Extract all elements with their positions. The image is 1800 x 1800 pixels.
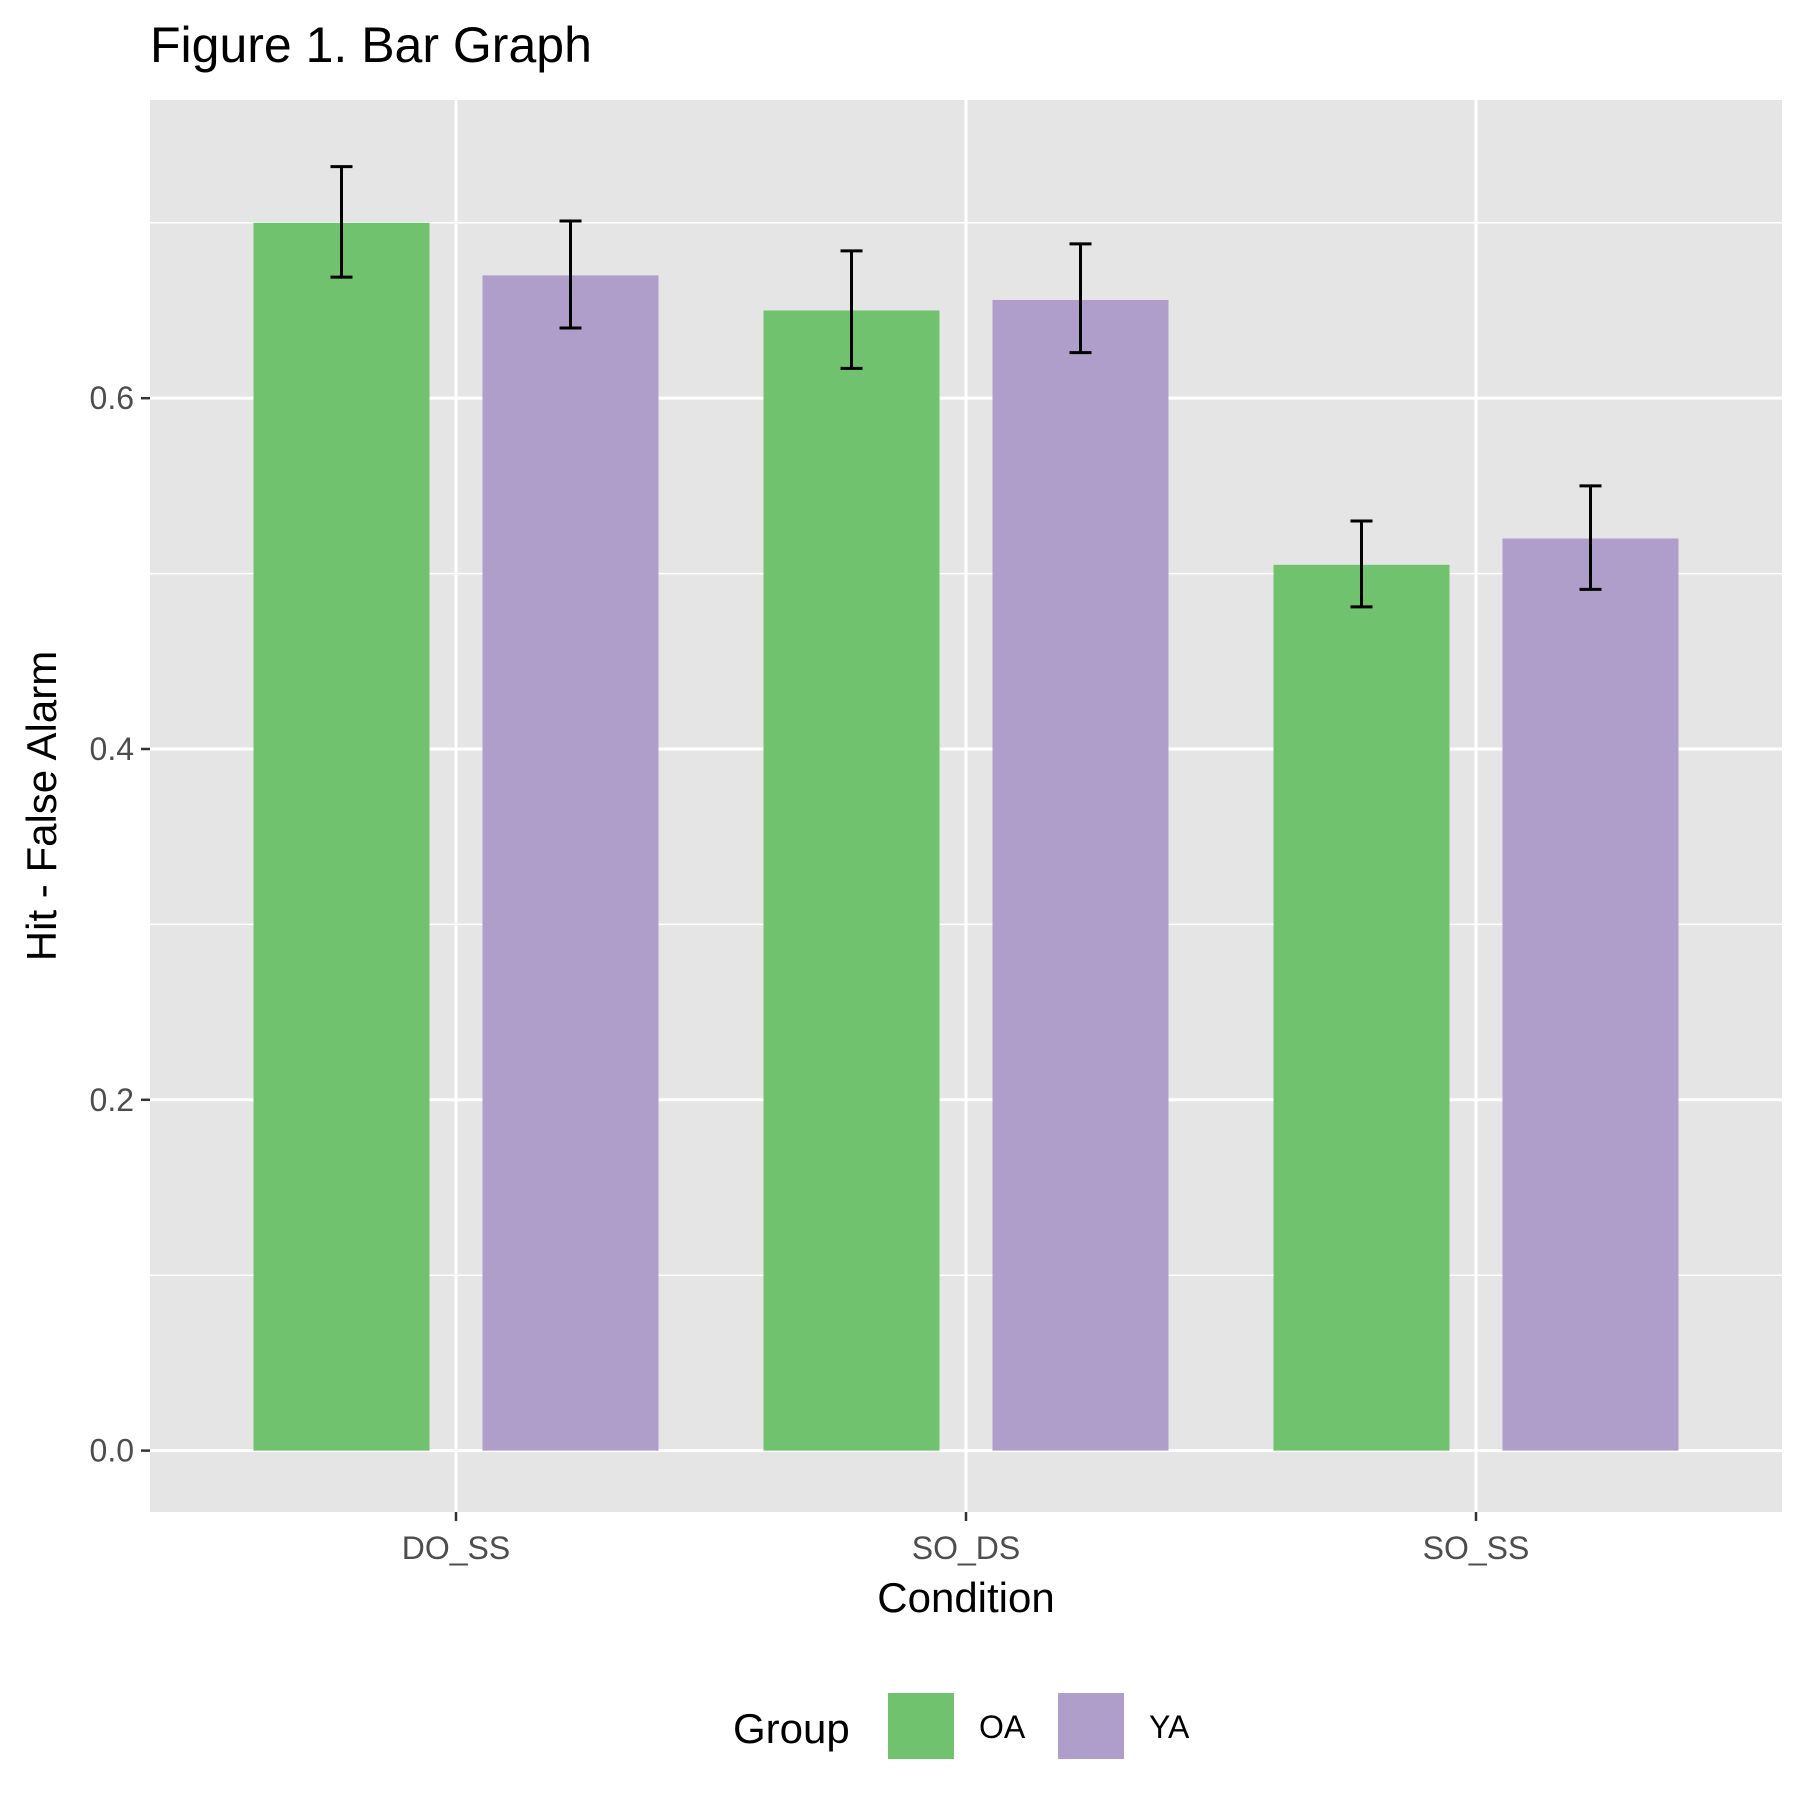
x-tick-label: DO_SS [402,1530,510,1566]
bar-OA-SO_DS [763,310,940,1451]
legend: Group OA YA [733,1693,1190,1759]
legend-key-YA [1058,1693,1124,1759]
bar-YA-DO_SS [482,275,659,1451]
legend-label-OA: OA [979,1709,1026,1745]
bar-OA-SO_SS [1273,564,1450,1451]
bar-YA-SO_SS [1502,538,1679,1451]
chart-title: Figure 1. Bar Graph [150,17,592,73]
y-tick-label: 0.2 [90,1082,134,1118]
y-tick-label: 0.0 [90,1433,134,1469]
x-tick-label: SO_SS [1423,1530,1530,1566]
y-tick-label: 0.4 [90,731,134,767]
legend-key-OA [888,1693,954,1759]
legend-items: OA YA [888,1693,1190,1759]
y-axis-title: Hit - False Alarm [18,651,65,961]
x-axis-title: Condition [877,1574,1054,1621]
bar-YA-SO_DS [992,299,1169,1451]
legend-title: Group [733,1705,850,1752]
y-axis: 0.0 0.2 0.4 0.6 [90,380,150,1469]
bar-OA-DO_SS [253,222,430,1451]
x-tick-label: SO_DS [912,1530,1020,1566]
error-bars [330,165,1602,609]
y-tick-label: 0.6 [90,380,134,416]
legend-label-YA: YA [1149,1709,1190,1745]
bars [253,222,1679,1451]
x-axis: DO_SS SO_DS SO_SS [402,1512,1530,1566]
